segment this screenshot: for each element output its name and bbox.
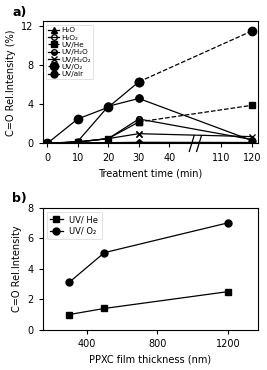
Y-axis label: C=O Rel.Intensity: C=O Rel.Intensity [12, 225, 22, 312]
UV/He [250, 103, 254, 108]
UV/H₂O [250, 137, 254, 142]
H₂O [137, 140, 140, 145]
Line: UV/H₂O: UV/H₂O [136, 116, 255, 142]
UV/ O₂ [226, 221, 230, 225]
UV/ He [226, 289, 230, 294]
Legend: H₂O, H₂O₂, UV/He, UV/H₂O, UV/H₂O₂, UV/O₂, UV/air: H₂O, H₂O₂, UV/He, UV/H₂O, UV/H₂O₂, UV/O₂… [46, 25, 93, 80]
UV/air [137, 96, 140, 101]
UV/ O₂ [103, 250, 106, 255]
UV/ He [103, 306, 106, 311]
UV/ He [67, 312, 70, 317]
Y-axis label: C=O Rel.Intensity (%): C=O Rel.Intensity (%) [6, 29, 15, 135]
X-axis label: Treatment time (min): Treatment time (min) [98, 168, 202, 178]
Line: UV/H₂O₂: UV/H₂O₂ [136, 131, 255, 139]
UV/He [137, 120, 140, 124]
UV/H₂O₂ [137, 131, 140, 136]
Line: UV/O₂: UV/O₂ [135, 27, 256, 86]
Line: UV/He: UV/He [136, 102, 255, 125]
Line: UV/ O₂: UV/ O₂ [65, 219, 231, 286]
Line: UV/air: UV/air [135, 95, 256, 144]
Line: H₂O: H₂O [136, 139, 255, 145]
X-axis label: PPXC film thickness (nm): PPXC film thickness (nm) [89, 354, 211, 364]
UV/ O₂ [67, 280, 70, 285]
Text: b): b) [12, 192, 27, 205]
Line: H₂O₂: H₂O₂ [136, 140, 255, 146]
H₂O₂ [250, 141, 254, 145]
UV/H₂O₂ [250, 134, 254, 139]
UV/O₂ [137, 80, 140, 84]
UV/O₂ [250, 29, 254, 33]
Text: a): a) [12, 6, 27, 19]
H₂O [250, 140, 254, 145]
Legend: UV/ He, UV/ O₂: UV/ He, UV/ O₂ [47, 212, 101, 239]
Line: UV/ He: UV/ He [66, 289, 231, 317]
UV/H₂O [137, 117, 140, 121]
UV/air [250, 138, 254, 143]
H₂O₂ [137, 141, 140, 145]
